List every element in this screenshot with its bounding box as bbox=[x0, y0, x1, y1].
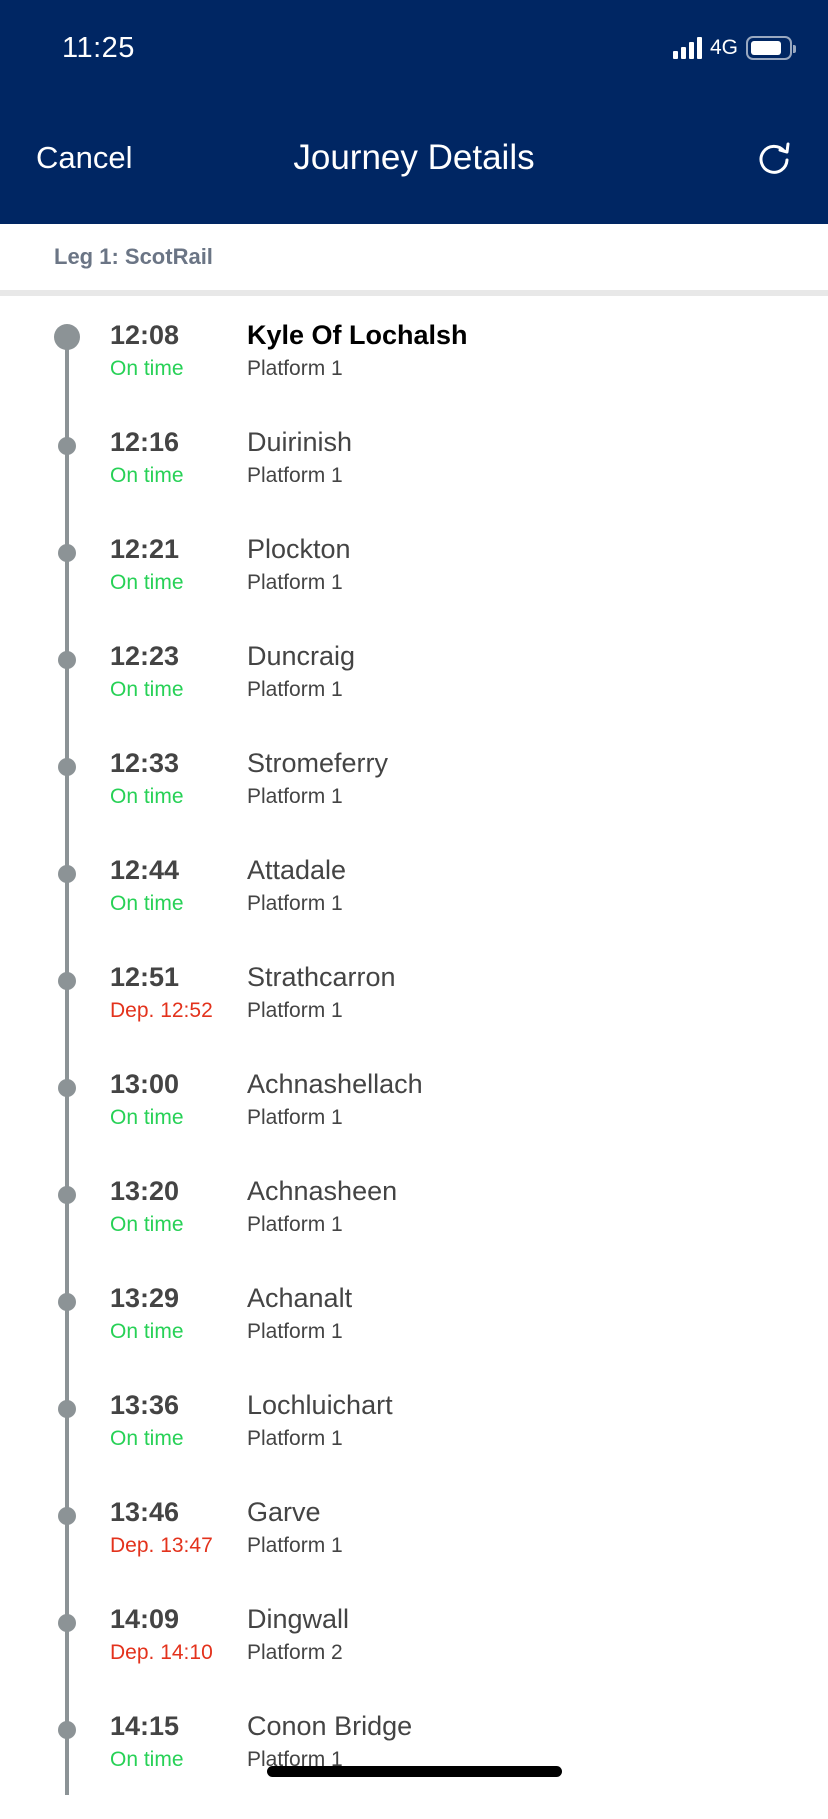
stop-status: On time bbox=[110, 678, 184, 701]
station-name: Strathcarron bbox=[247, 962, 396, 992]
stop-row[interactable]: 14:09 Dep. 14:10 Dingwall Platform 2 bbox=[0, 1604, 828, 1712]
stop-status: On time bbox=[110, 357, 184, 380]
stop-time: 12:16 bbox=[110, 427, 180, 457]
stop-row[interactable]: 12:44 On time Attadale Platform 1 bbox=[0, 855, 828, 963]
stop-row[interactable]: 12:21 On time Plockton Platform 1 bbox=[0, 534, 828, 642]
battery-icon bbox=[746, 36, 796, 60]
station-name: Stromeferry bbox=[247, 748, 389, 778]
stop-status: On time bbox=[110, 1213, 184, 1236]
station-name: Plockton bbox=[247, 534, 351, 564]
station-name: Duirinish bbox=[247, 427, 353, 457]
stop-time: 14:15 bbox=[110, 1711, 180, 1741]
stop-row[interactable]: 12:16 On time Duirinish Platform 1 bbox=[0, 427, 828, 535]
stop-status: On time bbox=[110, 1748, 184, 1771]
timeline-line bbox=[65, 335, 69, 1795]
timeline-dot bbox=[58, 865, 76, 883]
platform: Platform 1 bbox=[247, 1534, 343, 1557]
leg-label: Leg 1: ScotRail bbox=[54, 244, 213, 269]
header: 11:25 4G Cancel Journey Details bbox=[0, 0, 828, 224]
stop-status: Dep. 13:47 bbox=[110, 1534, 213, 1557]
stop-row[interactable]: 12:51 Dep. 12:52 Strathcarron Platform 1 bbox=[0, 962, 828, 1070]
station-name: Garve bbox=[247, 1497, 321, 1527]
station-name: Duncraig bbox=[247, 641, 356, 671]
stop-time: 12:08 bbox=[110, 320, 180, 350]
timeline-dot bbox=[58, 437, 76, 455]
timeline-dot bbox=[58, 1293, 76, 1311]
platform: Platform 1 bbox=[247, 1320, 343, 1343]
stop-time: 14:09 bbox=[110, 1604, 180, 1634]
timeline-dot bbox=[58, 758, 76, 776]
station-name: Achanalt bbox=[247, 1283, 353, 1313]
platform: Platform 1 bbox=[247, 892, 343, 915]
timeline-dot bbox=[58, 972, 76, 990]
timeline-dot bbox=[58, 1186, 76, 1204]
station-name: Conon Bridge bbox=[247, 1711, 413, 1741]
stop-status: On time bbox=[110, 1427, 184, 1450]
cancel-button[interactable]: Cancel bbox=[36, 140, 133, 175]
timeline-dot bbox=[58, 1507, 76, 1525]
platform: Platform 1 bbox=[247, 464, 343, 487]
page-title: Journey Details bbox=[293, 138, 535, 177]
stop-time: 13:46 bbox=[110, 1497, 180, 1527]
stop-status: On time bbox=[110, 892, 184, 915]
network-type: 4G bbox=[709, 36, 738, 59]
platform: Platform 1 bbox=[247, 1106, 343, 1129]
stop-status: On time bbox=[110, 464, 184, 487]
stop-time: 13:36 bbox=[110, 1390, 180, 1420]
platform: Platform 1 bbox=[247, 1427, 343, 1450]
stop-time: 13:20 bbox=[110, 1176, 180, 1206]
signal-icon bbox=[672, 37, 702, 59]
platform: Platform 2 bbox=[247, 1641, 343, 1664]
status-bar-indicators: 4G bbox=[672, 36, 796, 60]
stop-time: 12:21 bbox=[110, 534, 180, 564]
platform: Platform 1 bbox=[247, 999, 343, 1022]
stop-time: 12:51 bbox=[110, 962, 180, 992]
stop-row[interactable]: 12:33 On time Stromeferry Platform 1 bbox=[0, 748, 828, 856]
platform: Platform 1 bbox=[247, 571, 343, 594]
stop-time: 13:00 bbox=[110, 1069, 180, 1099]
station-name: Attadale bbox=[247, 855, 347, 885]
platform: Platform 1 bbox=[247, 678, 343, 701]
station-name: Achnasheen bbox=[247, 1176, 398, 1206]
stop-status: On time bbox=[110, 571, 184, 594]
stop-row[interactable]: 13:46 Dep. 13:47 Garve Platform 1 bbox=[0, 1497, 828, 1605]
station-name: Lochluichart bbox=[247, 1390, 393, 1420]
stop-time: 12:44 bbox=[110, 855, 180, 885]
stop-time: 12:23 bbox=[110, 641, 180, 671]
stop-row[interactable]: 13:00 On time Achnashellach Platform 1 bbox=[0, 1069, 828, 1177]
status-bar-time: 11:25 bbox=[62, 32, 135, 64]
timeline-dot bbox=[58, 1079, 76, 1097]
stop-row[interactable]: 12:23 On time Duncraig Platform 1 bbox=[0, 641, 828, 749]
timeline-dot bbox=[58, 651, 76, 669]
stop-status: Dep. 12:52 bbox=[110, 999, 213, 1022]
stop-status: Dep. 14:10 bbox=[110, 1641, 213, 1664]
stop-row[interactable]: 12:08 On time Kyle Of Lochalsh Platform … bbox=[0, 320, 828, 428]
stop-status: On time bbox=[110, 1106, 184, 1129]
stop-status: On time bbox=[110, 1320, 184, 1343]
platform: Platform 1 bbox=[247, 1213, 343, 1236]
station-name: Dingwall bbox=[247, 1604, 350, 1634]
station-name: Achnashellach bbox=[247, 1069, 423, 1099]
stop-status: On time bbox=[110, 785, 184, 808]
stop-row[interactable]: 14:15 On time Conon Bridge Platform 1 bbox=[0, 1711, 828, 1819]
platform: Platform 1 bbox=[247, 1748, 343, 1771]
platform: Platform 1 bbox=[247, 785, 343, 808]
stop-row[interactable]: 13:20 On time Achnasheen Platform 1 bbox=[0, 1176, 828, 1284]
timeline-dot bbox=[58, 1614, 76, 1632]
refresh-icon[interactable] bbox=[754, 138, 794, 178]
timeline-dot bbox=[58, 544, 76, 562]
station-name: Kyle Of Lochalsh bbox=[247, 320, 468, 350]
stop-time: 12:33 bbox=[110, 748, 180, 778]
home-indicator[interactable] bbox=[267, 1766, 562, 1777]
platform: Platform 1 bbox=[247, 357, 343, 380]
timeline-dot bbox=[54, 324, 80, 350]
stop-row[interactable]: 13:36 On time Lochluichart Platform 1 bbox=[0, 1390, 828, 1498]
stop-row[interactable]: 13:29 On time Achanalt Platform 1 bbox=[0, 1283, 828, 1391]
timeline-dot bbox=[58, 1721, 76, 1739]
stop-time: 13:29 bbox=[110, 1283, 180, 1313]
divider bbox=[0, 290, 828, 296]
timeline-dot bbox=[58, 1400, 76, 1418]
